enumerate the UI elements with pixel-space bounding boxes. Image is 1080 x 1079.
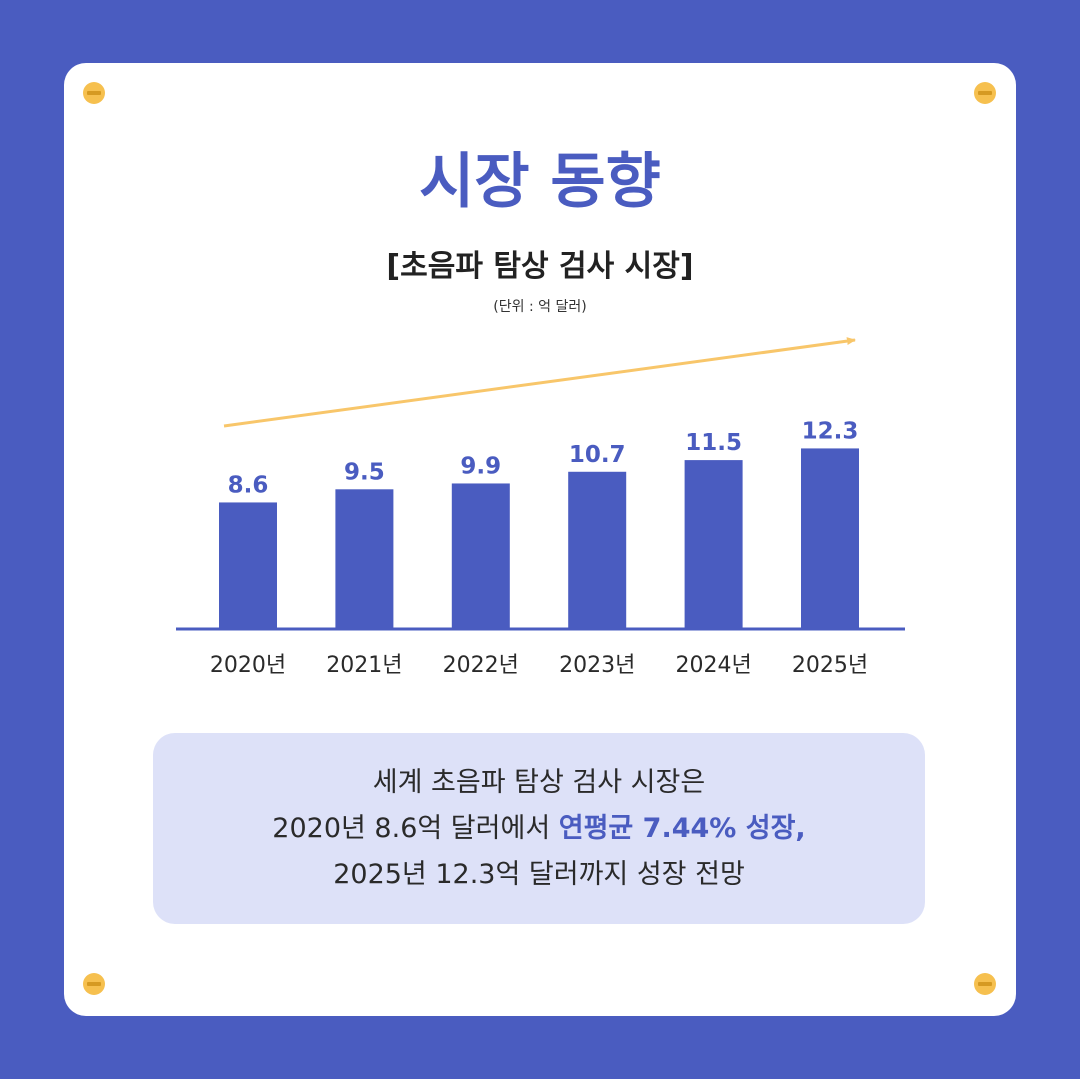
bar-2021년 xyxy=(335,489,394,628)
summary-box: 세계 초음파 탐상 검사 시장은 2020년 8.6억 달러에서 연평균 7.4… xyxy=(153,733,925,924)
bar-2023년 xyxy=(568,471,627,628)
x-tick-label: 2025년 xyxy=(792,653,868,678)
page-title: 시장 동향 xyxy=(419,147,661,217)
screw-icon xyxy=(83,973,105,995)
summary-line-1: 세계 초음파 탐상 검사 시장은 xyxy=(372,767,706,798)
summary-highlight: 연평균 7.44% 성장, xyxy=(558,813,806,844)
data-label: 11.5 xyxy=(685,430,742,456)
summary-line-2: 2020년 8.6억 달러에서 연평균 7.44% 성장, xyxy=(153,806,925,852)
bar-2020년 xyxy=(219,502,277,628)
bar-2024년 xyxy=(684,460,743,628)
screw-icon xyxy=(974,973,996,995)
data-label: 8.6 xyxy=(228,472,269,498)
summary-line-2-prefix: 2020년 8.6억 달러에서 xyxy=(272,813,559,844)
data-label: 9.5 xyxy=(344,459,385,485)
unit-label: (단위 : 억 달러) xyxy=(493,299,587,315)
chart-title: [초음파 탐상 검사 시장] xyxy=(386,249,694,284)
bar-chart: 8.6 2020년 9.5 2021년 9.9 2022년 10.7 2023년 11.5 202… xyxy=(176,337,905,678)
trend-arrow xyxy=(223,337,856,428)
x-tick-label: 2023년 xyxy=(559,653,635,678)
screw-icon xyxy=(974,82,996,104)
x-tick-label: 2022년 xyxy=(443,653,519,678)
x-tick-label: 2021년 xyxy=(326,653,402,678)
x-tick-label: 2024년 xyxy=(675,653,751,678)
bar-2022년 xyxy=(451,483,510,628)
bar-2025년 xyxy=(801,448,859,628)
data-label: 12.3 xyxy=(802,418,859,444)
summary-line-3: 2025년 12.3억 달러까지 성장 전망 xyxy=(333,859,745,890)
data-label: 9.9 xyxy=(460,453,501,479)
data-label: 10.7 xyxy=(569,442,626,468)
screw-icon xyxy=(83,82,105,104)
x-tick-label: 2020년 xyxy=(210,653,286,678)
